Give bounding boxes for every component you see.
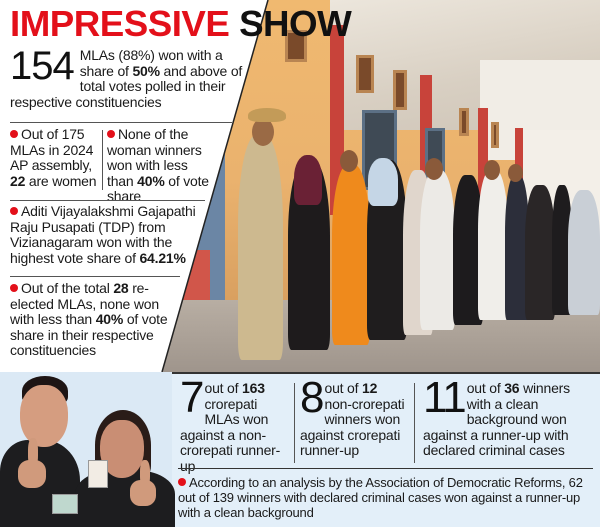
stat-text: out of [204, 380, 243, 396]
stat-number: 8 [300, 373, 325, 422]
panel-top-border [0, 372, 600, 374]
fact-women-vote-share: None of the woman winners won with less … [107, 126, 217, 205]
stat-bold: 12 [362, 380, 378, 396]
top-stat-number: 154 [10, 44, 75, 88]
stat-text: out of [324, 380, 363, 396]
stat-clean-background: 11 out of 36 winners with a clean backgr… [423, 373, 595, 459]
fact-text-post: of vote share in their respective consti… [10, 311, 168, 358]
divider [10, 200, 205, 201]
fact-bold: 22 [10, 172, 26, 189]
stat-text-post: crorepati MLAs won against a non-crorepa… [180, 395, 281, 474]
voter-scarf [294, 155, 322, 205]
headline-part1: IMPRESSIVE [10, 3, 230, 44]
vertical-divider [414, 383, 415, 463]
fact-text: None of the woman winners won with less … [107, 126, 202, 189]
voter-head [340, 150, 358, 172]
bullet-icon [10, 130, 18, 138]
top-stat-text-post: and above of total votes polled in their… [10, 62, 243, 110]
top-stat-text: MLAs (88%) won with a share of [79, 47, 223, 79]
voter [525, 185, 555, 320]
top-stat-bold: 50% [132, 62, 160, 79]
bullet-icon [10, 284, 18, 292]
divider [178, 468, 593, 469]
hand [130, 480, 156, 506]
police-officer [238, 135, 283, 360]
fact-text-post: of vote share [107, 172, 209, 204]
bullet-icon [178, 478, 186, 486]
footnote-text: According to an analysis by the Associat… [178, 475, 583, 520]
stat-text-post: non-crorepati winners won against crorep… [300, 395, 405, 458]
bullet-icon [107, 130, 115, 138]
stat-number: 11 [423, 373, 467, 422]
stat-non-crorepati: 8 out of 12 non-crorepati winners won ag… [300, 373, 408, 459]
fact-bold: 64.21% [139, 249, 186, 266]
fact-reelected: Out of the total 28 re-elected MLAs, non… [10, 280, 175, 359]
stat-text-post: winners with a clean background won agai… [423, 380, 570, 458]
divider [10, 276, 180, 277]
voter-head [484, 160, 500, 180]
inked-finger [140, 460, 150, 488]
stat-bold: 163 [242, 380, 265, 396]
fact-text: Aditi Vijayalakshmi Gajapathi Raju Pusap… [10, 203, 196, 266]
fact-bold: 28 [113, 280, 129, 296]
window [491, 122, 499, 148]
voter [478, 170, 508, 320]
headline-part2: SHOW [239, 3, 352, 44]
officer-head [252, 118, 274, 146]
top-stat: 154 MLAs (88%) won with a share of 50% a… [10, 44, 255, 110]
voter [552, 185, 572, 315]
voter [420, 170, 455, 330]
fact-text: Out of the total [21, 280, 114, 296]
vertical-divider [294, 383, 295, 463]
voter-scarf [368, 158, 398, 206]
headline: IMPRESSIVE SHOW [10, 3, 352, 44]
fact-bold2: 40% [95, 311, 124, 327]
voter [568, 190, 600, 315]
window [393, 70, 407, 110]
fact-women-count: Out of 175 MLAs in 2024 AP assembly, 22 … [10, 126, 105, 189]
window [285, 30, 307, 62]
divider [10, 122, 232, 123]
voter-head [508, 164, 523, 182]
inked-finger [28, 438, 38, 468]
window [459, 108, 469, 136]
stat-bold: 36 [504, 380, 520, 396]
bullet-icon [10, 207, 18, 215]
vertical-divider [102, 130, 103, 190]
pillar [478, 108, 488, 218]
voter-head [425, 158, 443, 180]
fact-text-post: are women [25, 172, 97, 189]
woman1-face [20, 385, 68, 447]
stat-text: out of [466, 380, 505, 396]
stat-number: 7 [180, 373, 205, 422]
pillar [330, 25, 344, 215]
fact-bold: 40% [137, 172, 165, 189]
officer-hat [248, 108, 286, 122]
window [356, 55, 374, 93]
footnote-adr-analysis: According to an analysis by the Associat… [178, 475, 598, 520]
voter-id-card [88, 460, 108, 488]
stat-crorepati-mlas: 7 out of 163 crorepati MLAs won against … [180, 373, 292, 474]
fact-highest-vote-share: Aditi Vijayalakshmi Gajapathi Raju Pusap… [10, 203, 200, 266]
fact-text: Out of 175 MLAs in 2024 AP assembly, [10, 126, 94, 173]
hand [18, 460, 46, 488]
fact-text-mid: re-elected MLAs, none won with less than [10, 280, 159, 327]
voter-saree [332, 165, 370, 345]
voter-id-card [52, 494, 78, 514]
